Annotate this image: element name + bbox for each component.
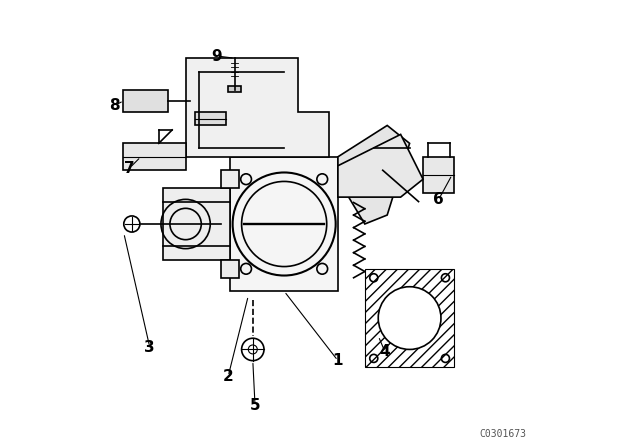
Polygon shape [221,260,239,278]
Bar [365,269,454,367]
Polygon shape [123,143,186,170]
Polygon shape [123,90,168,112]
Text: C0301673: C0301673 [479,429,526,439]
Polygon shape [338,134,423,197]
Text: 1: 1 [333,353,343,368]
Text: 6: 6 [433,192,444,207]
Polygon shape [195,112,226,125]
Polygon shape [423,157,454,193]
Polygon shape [230,157,338,291]
Polygon shape [186,58,329,157]
Text: 7: 7 [124,160,135,176]
Text: 4: 4 [380,344,390,359]
Text: 9: 9 [212,48,222,64]
Text: 2: 2 [223,369,234,384]
Polygon shape [221,170,239,188]
Circle shape [378,287,441,349]
Bar [228,86,241,92]
Text: 3: 3 [145,340,155,355]
Text: 8: 8 [109,98,120,113]
Text: 5: 5 [250,398,260,413]
Polygon shape [338,125,410,224]
Polygon shape [163,188,230,260]
